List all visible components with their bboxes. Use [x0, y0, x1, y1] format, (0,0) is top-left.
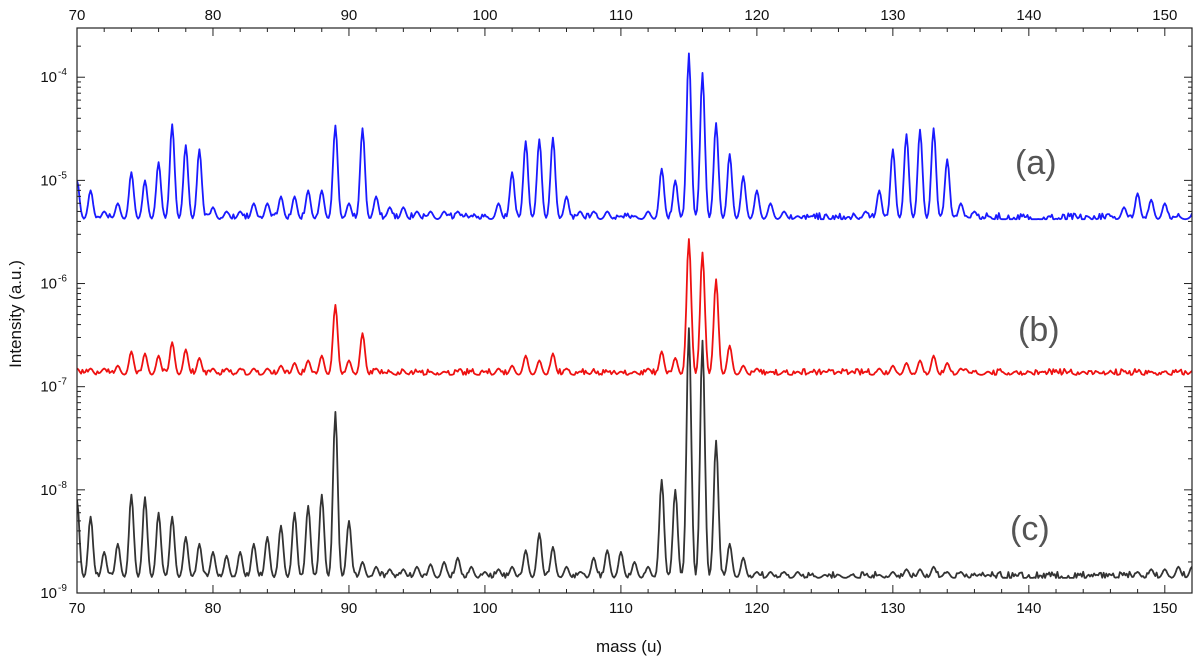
x-tick-label: 110 [609, 600, 633, 617]
series-label-2: (b) [1018, 311, 1060, 349]
y-tick-exponent: -7 [58, 377, 67, 388]
x-tick-label: 90 [341, 600, 358, 617]
x-tick-label-top: 110 [609, 7, 633, 24]
x-tick-label-top: 130 [880, 7, 905, 24]
x-tick-label: 70 [69, 600, 86, 617]
axes [76, 27, 1193, 594]
y-tick-label: 10 [40, 585, 57, 602]
x-tick-label: 150 [1152, 600, 1177, 617]
series-line-3 [77, 327, 1192, 579]
x-axis-title: mass (u) [596, 637, 662, 656]
y-tick-exponent: -5 [58, 170, 67, 181]
y-tick-label: 10 [40, 172, 57, 189]
y-tick-label: 10 [40, 379, 57, 396]
series-line-1 [77, 52, 1192, 221]
x-tick-label: 120 [744, 600, 769, 617]
y-tick-exponent: -4 [58, 67, 67, 78]
series-group [77, 52, 1192, 579]
x-tick-label-top: 70 [69, 7, 86, 24]
x-tick-label-top: 90 [341, 7, 358, 24]
x-tick-label: 80 [205, 600, 222, 617]
plot-area [77, 28, 1192, 593]
series-label-3: (c) [1010, 510, 1050, 548]
plot-frame [76, 27, 1193, 594]
x-tick-label-top: 80 [205, 7, 222, 24]
series-line-2 [77, 238, 1192, 376]
y-tick-label: 10 [40, 69, 57, 86]
y-tick-base: 10 [40, 379, 57, 396]
x-tick-label-top: 150 [1152, 7, 1177, 24]
x-tick-label: 130 [880, 600, 905, 617]
x-tick-label: 140 [1016, 600, 1041, 617]
labels: mass (u) Intensity (a.u.) (a) (b) (c) 70 70 8… [6, 7, 1177, 656]
y-tick-base: 10 [40, 482, 57, 499]
x-tick-label-top: 100 [472, 7, 497, 24]
series-label-1: (a) [1015, 144, 1057, 182]
y-axis-title: Intensity (a.u.) [6, 260, 25, 368]
y-tick-base: 10 [40, 585, 57, 602]
y-tick-exponent: -9 [58, 583, 67, 594]
y-tick-exponent: -6 [58, 274, 67, 285]
y-tick-label: 10 [40, 276, 57, 293]
plot-background [77, 28, 1192, 593]
x-tick-label-top: 120 [744, 7, 769, 24]
y-tick-exponent: -8 [58, 480, 67, 491]
y-tick-base: 10 [40, 69, 57, 86]
x-tick-label: 100 [472, 600, 497, 617]
y-tick-label: 10 [40, 482, 57, 499]
y-tick-base: 10 [40, 172, 57, 189]
y-tick-base: 10 [40, 276, 57, 293]
x-tick-label-top: 140 [1016, 7, 1041, 24]
